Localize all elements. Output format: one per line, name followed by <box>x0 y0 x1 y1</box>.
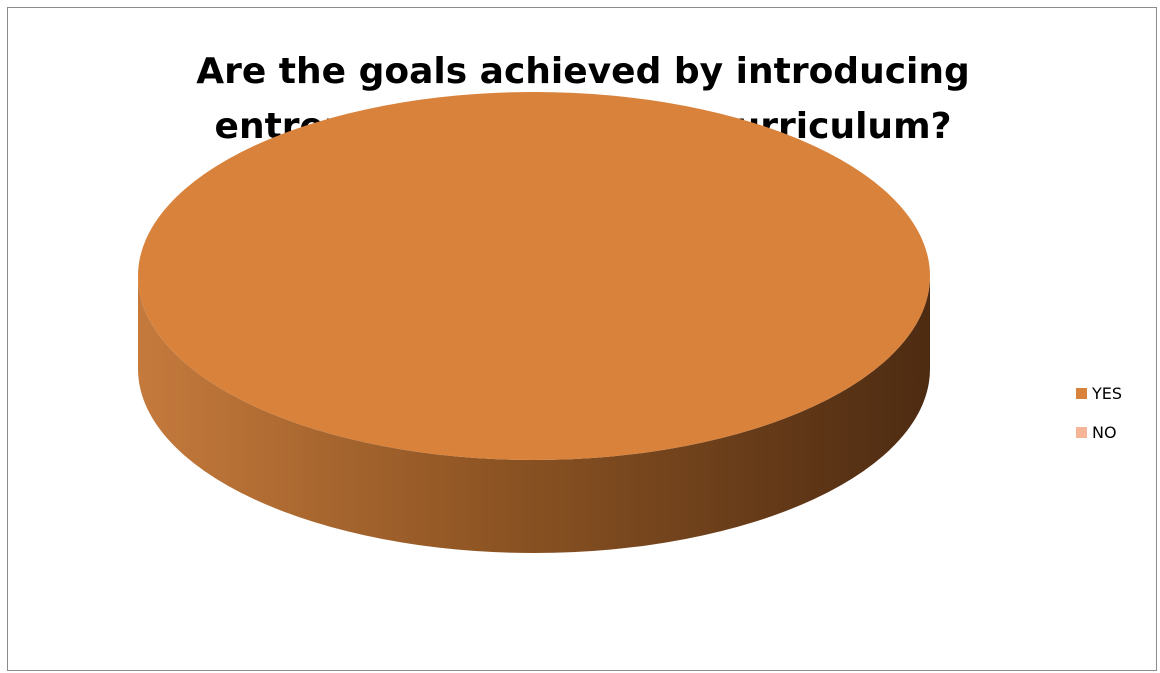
slice-yes <box>138 92 930 460</box>
legend-label-yes: YES <box>1092 383 1123 403</box>
chart-frame: Are the goals achieved by introducing en… <box>7 7 1157 671</box>
chart-title-line-1: Are the goals achieved by introducing <box>196 51 970 92</box>
legend: YES NO <box>1076 382 1122 460</box>
legend-item-yes: YES <box>1076 382 1122 404</box>
legend-label-no: NO <box>1092 422 1117 442</box>
slice-yes-side <box>138 276 930 553</box>
pie-slices <box>138 92 930 553</box>
pie-chart <box>138 92 930 553</box>
legend-swatch-yes <box>1076 387 1087 399</box>
legend-item-no: NO <box>1076 421 1122 443</box>
legend-swatch-no <box>1076 426 1087 438</box>
